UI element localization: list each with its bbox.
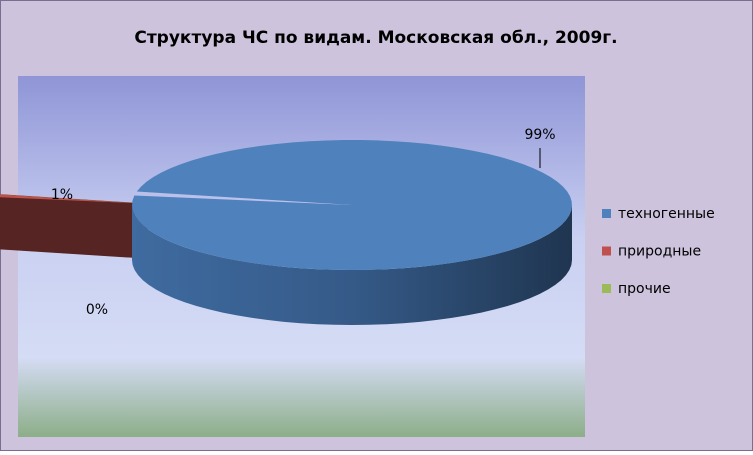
- data-label: 0%: [86, 302, 108, 318]
- slice-top: [0, 194, 148, 204]
- slice-top: [132, 140, 572, 270]
- slice-cut-face: [0, 194, 148, 259]
- data-label: 1%: [51, 187, 73, 203]
- chart-title: Структура ЧС по видам. Московская обл., …: [134, 28, 617, 48]
- legend-label: природные: [618, 244, 701, 260]
- legend: техногенные природные прочие: [602, 206, 715, 297]
- data-label: 99%: [524, 127, 555, 143]
- pie: 0% 1% 99%: [0, 127, 572, 325]
- legend-swatch: [602, 246, 611, 256]
- legend-swatch: [602, 209, 611, 218]
- legend-swatch: [602, 284, 611, 293]
- pie-slice: [0, 194, 148, 259]
- pie-slice: [132, 140, 572, 325]
- legend-label: техногенные: [618, 206, 715, 222]
- slice-side: [132, 205, 572, 325]
- legend-label: прочие: [618, 281, 671, 297]
